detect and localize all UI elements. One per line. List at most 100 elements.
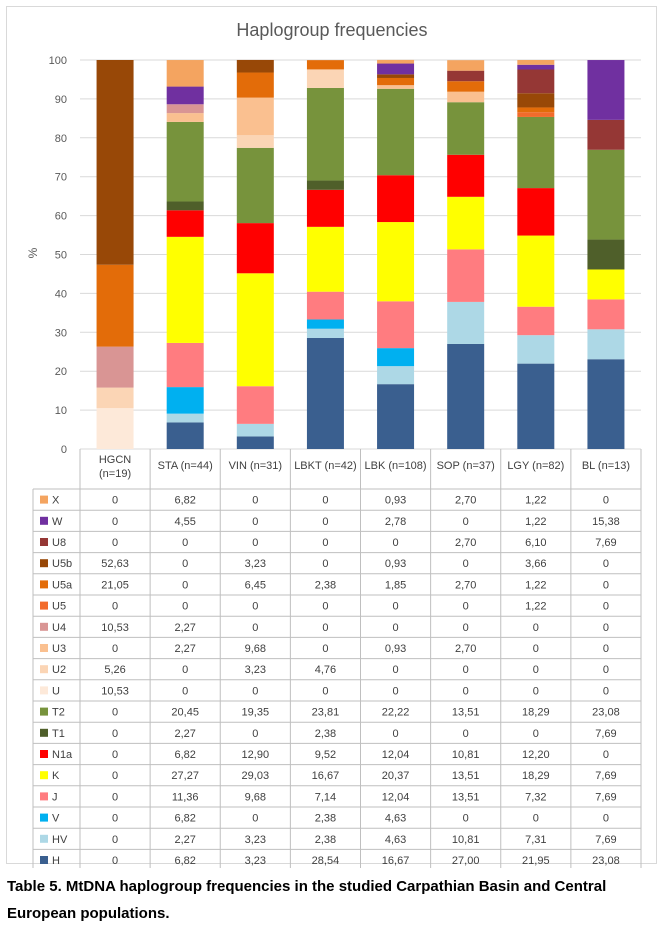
table-cell: 0 <box>603 813 609 825</box>
legend-swatch-u8 <box>40 538 48 546</box>
table-cell: 0 <box>393 728 399 740</box>
legend-swatch-w <box>40 516 48 525</box>
bar-segment-u4 <box>96 346 134 388</box>
table-cell: 0 <box>533 813 539 825</box>
table-cell: 22,22 <box>382 707 410 719</box>
legend-label: U5 <box>52 601 66 613</box>
table-cell: 12,04 <box>382 749 410 761</box>
table-cell: 0 <box>322 622 328 634</box>
bar-segment-hv <box>166 413 204 423</box>
table-cell: 0 <box>112 855 118 867</box>
table-cell: 0 <box>182 537 188 549</box>
legend-swatch-u <box>40 686 48 695</box>
table-cell: 0 <box>393 601 399 613</box>
table-cell: 16,67 <box>312 770 340 782</box>
table-cell: 7,69 <box>595 537 616 549</box>
table-cell: 10,53 <box>101 685 129 697</box>
y-tick-label: 30 <box>55 327 67 339</box>
table-cell: 0 <box>112 643 118 655</box>
legend-label: U5b <box>52 558 72 570</box>
y-tick-label: 50 <box>55 250 67 262</box>
legend-label: V <box>52 813 60 825</box>
table-cell: 1,85 <box>385 579 406 591</box>
table-cell: 12,04 <box>382 791 410 803</box>
category-label: VIN (n=31) <box>229 460 283 472</box>
legend-swatch-hv <box>40 834 48 843</box>
bar-segment-k <box>166 236 204 343</box>
category-label: BL (n=13) <box>582 460 630 472</box>
table-cell: 3,23 <box>245 855 266 867</box>
y-tick-label: 10 <box>55 405 67 417</box>
bar-segment-hv <box>236 423 274 437</box>
bar-segment-v <box>166 387 204 414</box>
bar-segment-k <box>236 273 274 387</box>
bar-segment-h <box>517 363 555 449</box>
bar-segment-u2 <box>96 387 134 409</box>
table-cell: 0 <box>252 537 258 549</box>
table-cell: 52,63 <box>101 558 129 570</box>
y-tick-label: 90 <box>55 94 67 106</box>
bar-segment-u4 <box>166 104 204 114</box>
table-cell: 0 <box>322 601 328 613</box>
table-cell: 10,81 <box>452 834 480 846</box>
table-cell: 2,27 <box>174 622 195 634</box>
table-cell: 1,22 <box>525 516 546 528</box>
table-cell: 2,38 <box>315 813 336 825</box>
legend-label: HV <box>52 834 68 846</box>
bar-segment-j <box>447 249 485 302</box>
legend-swatch-u3 <box>40 644 48 652</box>
bar-segment-u3 <box>447 91 485 103</box>
table-cell: 0 <box>182 664 188 676</box>
bars <box>96 59 625 449</box>
table-cell: 1,22 <box>525 601 546 613</box>
table-cell: 0 <box>112 537 118 549</box>
bar-segment-w <box>587 60 625 120</box>
y-tick-label: 20 <box>55 366 67 378</box>
table-cell: 6,82 <box>174 495 195 507</box>
bar-segment-j <box>377 301 415 349</box>
table-cell: 20,37 <box>382 770 410 782</box>
table-cell: 0 <box>603 685 609 697</box>
table-cell: 6,10 <box>525 537 546 549</box>
bar-segment-hv <box>517 335 555 364</box>
table-cell: 4,76 <box>315 664 336 676</box>
bar-segment-k <box>447 196 485 250</box>
table-cell: 5,26 <box>104 664 125 676</box>
table-cell: 0 <box>393 622 399 634</box>
legend-swatch-j <box>40 792 48 801</box>
table-cell: 0 <box>112 601 118 613</box>
bar-segment-n1a <box>517 188 555 236</box>
bar-segment-n1a <box>236 223 274 274</box>
bar-segment-h <box>166 422 204 449</box>
table-cell: 0 <box>252 516 258 528</box>
table-cell: 0 <box>112 728 118 740</box>
bar-segment-hv <box>587 329 625 360</box>
table-cell: 2,27 <box>174 728 195 740</box>
table-cell: 28,54 <box>312 855 340 867</box>
table-cell: 0 <box>252 813 258 825</box>
bar-segment-n1a <box>306 189 344 227</box>
bar-segment-j <box>236 386 274 424</box>
table-cell: 16,67 <box>382 855 410 867</box>
table-cell: 3,23 <box>245 664 266 676</box>
table-cell: 0 <box>322 685 328 697</box>
legend-swatch-u5 <box>40 601 48 610</box>
y-tick-label: 0 <box>61 444 67 456</box>
legend-label: J <box>52 791 58 803</box>
bar-segment-t2 <box>587 149 625 240</box>
table-cell: 6,45 <box>245 579 266 591</box>
legend-label: U4 <box>52 622 66 634</box>
table-cell: 0 <box>112 749 118 761</box>
bar-segment-u5a <box>377 77 415 86</box>
bar-segment-j <box>306 291 344 320</box>
table-cell: 7,69 <box>595 770 616 782</box>
legend-label: T1 <box>52 728 65 740</box>
bar-segment-u5b <box>96 60 134 265</box>
bar-segment-u5a <box>306 60 344 70</box>
bar-segment-t2 <box>377 88 415 176</box>
table-cell: 0 <box>533 622 539 634</box>
bar-segment-t2 <box>306 87 344 181</box>
table-cell: 2,70 <box>455 579 476 591</box>
table-cell: 23,81 <box>312 707 340 719</box>
bar-segment-u5b <box>236 59 274 73</box>
